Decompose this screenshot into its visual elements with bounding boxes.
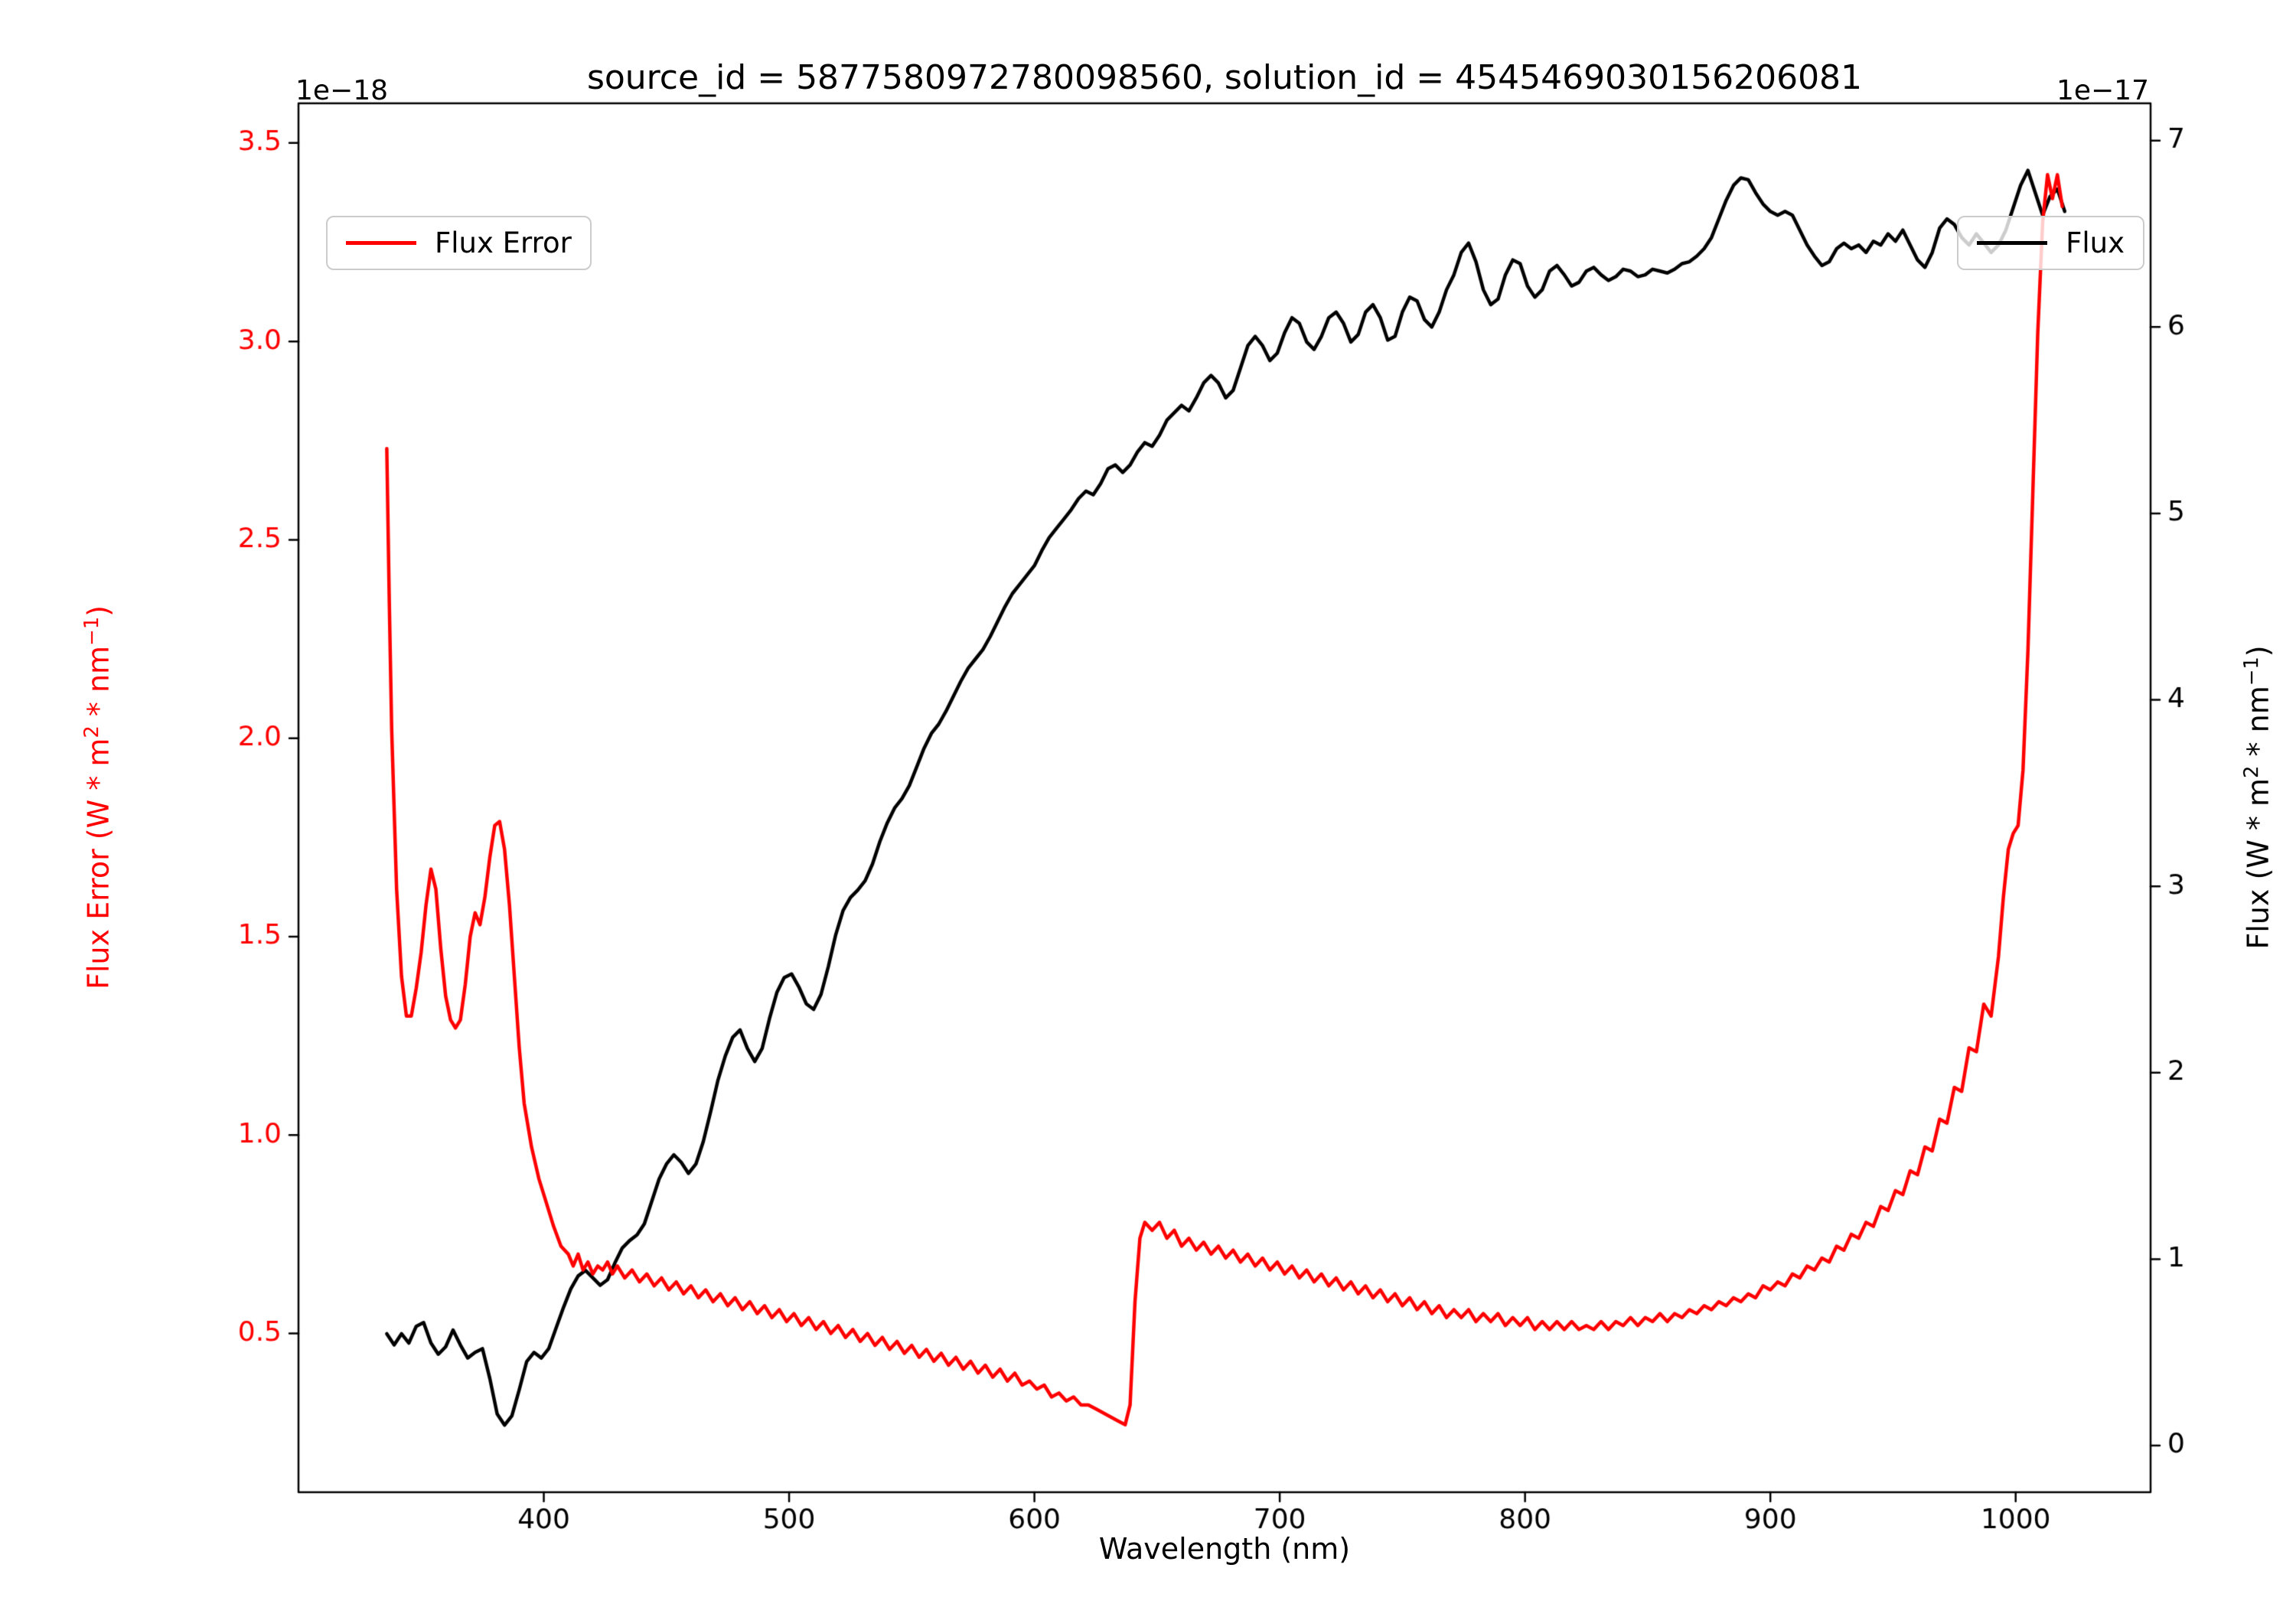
y-axis-label-right-sup-2: 2 [2240,765,2264,778]
y-axis-label-right: Flux (W * m2 * nm−1) [2240,645,2275,949]
chart-title: source_id = 5877580972780098560, solutio… [586,58,1863,97]
right-axis-offset-text: 1e−17 [2056,75,2149,106]
y-axis-label-left-post: ) [81,605,116,617]
y-axis-label-left-sup-2: 2 [80,725,104,738]
y-axis-label-right-mid: * nm [2241,686,2275,766]
legend-flux-error-line-sample [346,241,416,245]
legend-flux-error: Flux Error [326,216,592,270]
y-axis-label-left-sup-minus1: −1 [80,616,104,646]
y-axis-label-left-mid: * nm [81,645,116,726]
y-axis-label-left: Flux Error (W * m2 * nm−1) [80,605,116,989]
legend-flux-line-sample [1977,241,2048,245]
legend-flux: Flux [1957,216,2144,270]
y-axis-label-right-post: ) [2241,645,2275,657]
legend-flux-label: Flux [2066,227,2125,259]
y-axis-label-left-text: Flux Error (W * m [81,738,116,989]
y-axis-label-right-text: Flux (W * m [2241,777,2275,950]
y-axis-label-right-sup-minus1: −1 [2240,657,2264,686]
x-axis-label: Wavelength (nm) [1098,1532,1351,1566]
left-axis-offset-text: 1e−18 [295,75,389,106]
legend-flux-error-label: Flux Error [435,227,572,259]
